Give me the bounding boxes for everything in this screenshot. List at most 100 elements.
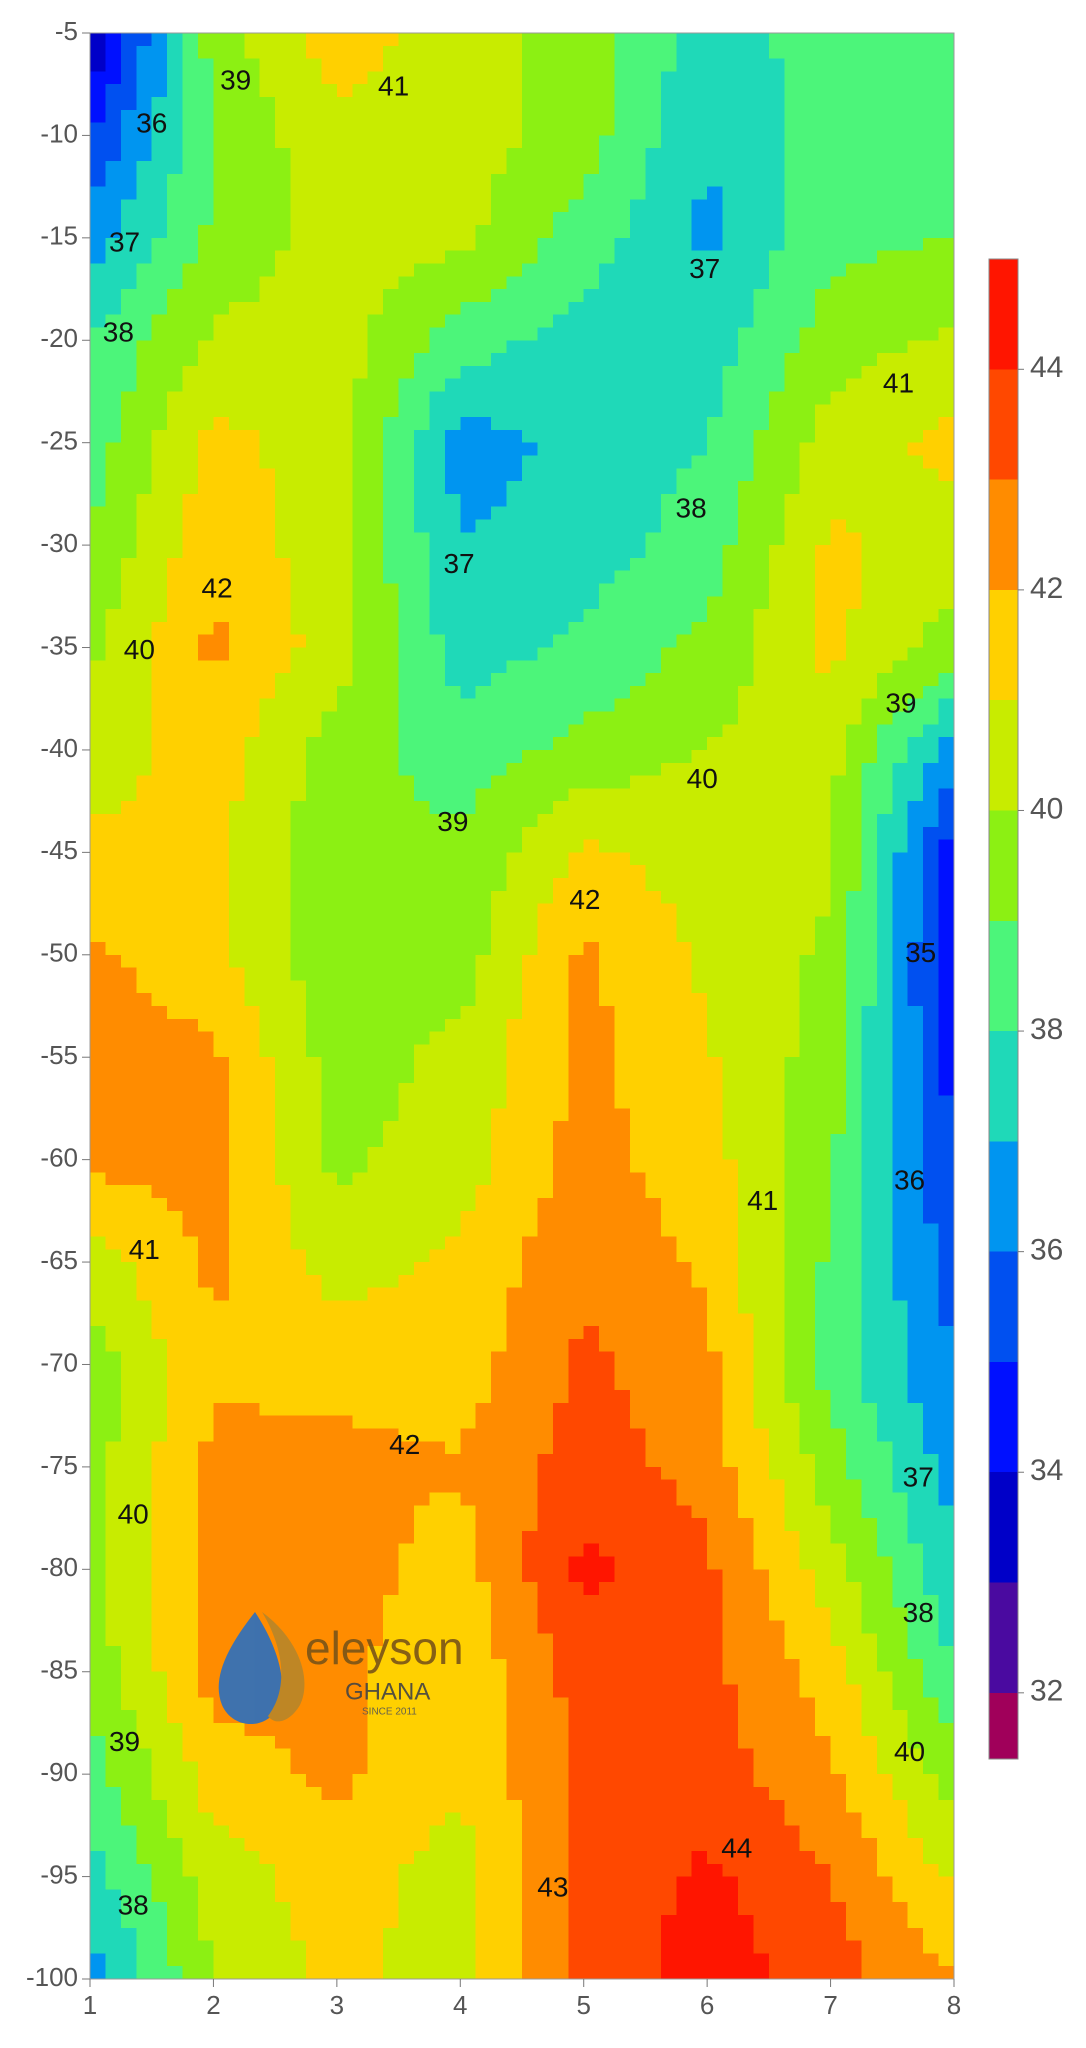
field-cell <box>907 404 924 418</box>
field-cell <box>198 1134 215 1148</box>
field-cell <box>259 212 276 226</box>
field-cell <box>861 173 878 188</box>
field-cell <box>630 212 647 226</box>
field-cell <box>383 583 400 597</box>
field-cell <box>660 225 677 239</box>
field-cell <box>151 1236 168 1250</box>
field-cell <box>136 250 153 265</box>
field-cell <box>136 237 153 252</box>
field-cell <box>275 493 292 508</box>
field-cell <box>136 890 153 905</box>
field-cell <box>599 762 616 777</box>
field-cell <box>876 289 893 303</box>
field-cell <box>198 276 215 290</box>
field-cell <box>768 852 785 866</box>
field-cell <box>892 788 909 802</box>
field-cell <box>198 557 215 572</box>
field-cell <box>830 609 847 623</box>
field-cell <box>414 97 431 111</box>
field-cell <box>537 122 554 137</box>
field-cell <box>383 877 400 892</box>
field-cell <box>321 775 338 789</box>
field-cell <box>846 647 863 661</box>
field-cell <box>784 378 801 393</box>
field-cell <box>506 724 523 738</box>
field-cell <box>429 801 446 815</box>
field-cell <box>475 417 492 431</box>
field-cell <box>815 1146 832 1161</box>
field-cell <box>907 378 924 393</box>
field-cell <box>182 890 199 905</box>
field-cell <box>383 609 400 623</box>
field-cell <box>522 468 539 482</box>
field-cell <box>475 135 492 149</box>
field-cell <box>614 801 631 815</box>
field-cell <box>923 711 940 725</box>
field-cell <box>892 557 909 572</box>
field-cell <box>228 250 245 265</box>
field-cell <box>691 852 708 866</box>
field-cell <box>429 557 446 572</box>
field-cell <box>213 685 230 700</box>
field-cell <box>907 621 924 636</box>
field-cell <box>722 1018 739 1033</box>
field-cell <box>907 340 924 354</box>
field-cell <box>182 161 199 175</box>
field-cell <box>907 890 924 905</box>
field-cell <box>506 865 523 879</box>
field-cell <box>306 404 323 418</box>
field-cell <box>552 570 569 585</box>
field-cell <box>414 148 431 162</box>
field-cell <box>367 391 384 405</box>
field-cell <box>105 519 122 533</box>
field-cell <box>799 711 816 725</box>
field-cell <box>599 84 616 98</box>
field-cell <box>275 353 292 367</box>
field-cell <box>321 801 338 815</box>
field-cell <box>522 199 539 213</box>
field-cell <box>244 993 261 1007</box>
field-cell <box>228 442 245 457</box>
field-cell <box>336 45 353 60</box>
field-cell <box>198 621 215 636</box>
field-cell <box>738 1146 755 1161</box>
field-cell <box>583 481 600 495</box>
field-cell <box>552 711 569 725</box>
field-cell <box>537 596 554 610</box>
field-cell <box>105 263 122 277</box>
field-cell <box>275 621 292 636</box>
field-cell <box>738 109 755 124</box>
field-cell <box>290 737 307 751</box>
field-cell <box>892 45 909 60</box>
field-cell <box>336 903 353 917</box>
field-cell <box>367 1070 384 1084</box>
field-cell <box>321 993 338 1007</box>
field-cell <box>336 1134 353 1148</box>
field-cell <box>568 199 585 213</box>
field-cell <box>907 109 924 124</box>
field-cell <box>213 468 230 482</box>
field-cell <box>568 570 585 585</box>
field-cell <box>321 967 338 981</box>
field-cell <box>367 45 384 60</box>
field-cell <box>213 519 230 533</box>
field-cell <box>799 122 816 137</box>
field-cell <box>105 417 122 431</box>
field-cell <box>306 788 323 802</box>
field-cell <box>830 173 847 188</box>
field-cell <box>275 609 292 623</box>
field-cell <box>398 967 415 981</box>
field-cell <box>259 903 276 917</box>
field-cell <box>568 45 585 60</box>
field-cell <box>537 941 554 956</box>
field-cell <box>599 877 616 892</box>
field-cell <box>429 58 446 73</box>
field-cell <box>367 97 384 111</box>
field-cell <box>213 353 230 367</box>
field-cell <box>228 33 245 47</box>
field-cell <box>923 225 940 239</box>
field-cell <box>676 493 693 508</box>
field-cell <box>136 45 153 60</box>
field-cell <box>923 109 940 124</box>
field-cell <box>892 455 909 469</box>
